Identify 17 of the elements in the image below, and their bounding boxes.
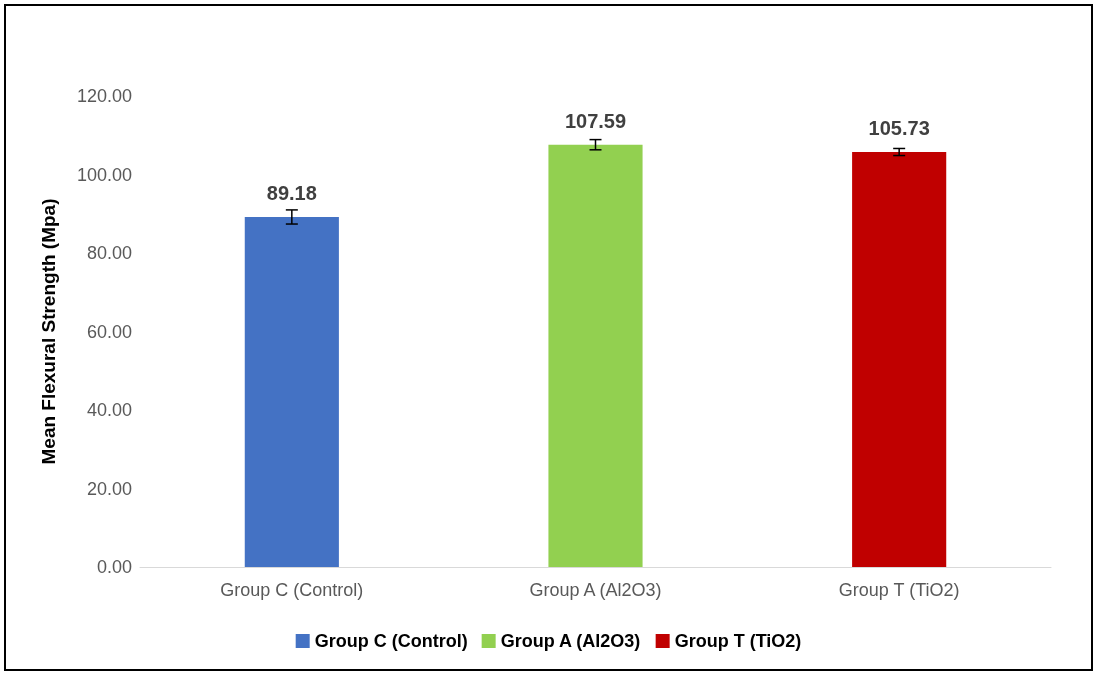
legend-label: Group A (Al2O3) (500, 631, 641, 651)
legend-label: Group C (Control) (314, 631, 468, 651)
x-tick-label: Group A (Al2O3) (529, 580, 662, 600)
y-tick-label: 120.00 (76, 86, 132, 106)
y-tick-label: 40.00 (86, 400, 132, 420)
legend-label: Group T (TiO2) (674, 631, 802, 651)
data-label: 107.59 (564, 109, 627, 132)
y-tick-label: 80.00 (86, 243, 132, 263)
y-tick-label: 100.00 (76, 164, 132, 185)
y-tick-label: 0.00 (96, 557, 132, 577)
y-tick-label: 60.00 (86, 321, 132, 342)
data-label: 89.18 (266, 181, 317, 204)
y-axis-title: Mean Flexural Strength (Mpa) (38, 198, 59, 465)
x-tick-label: Group T (TiO2) (838, 580, 960, 600)
y-tick-label: 20.00 (86, 478, 132, 499)
data-label: 105.73 (868, 117, 930, 140)
x-tick-label: Group C (Control) (220, 580, 364, 600)
